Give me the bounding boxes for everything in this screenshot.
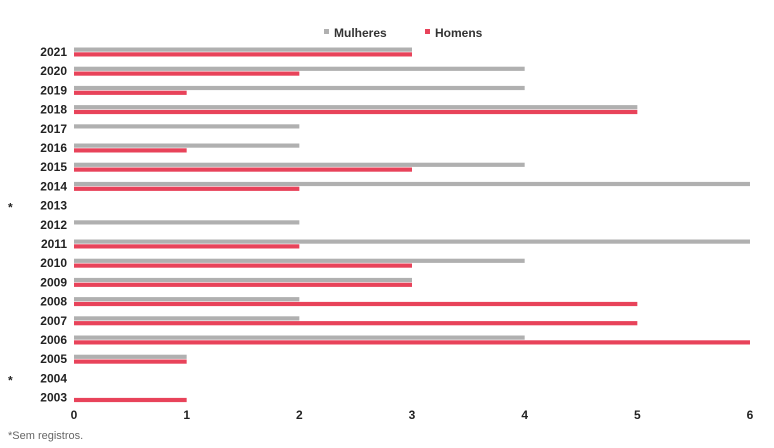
bar-mulheres-2016 bbox=[74, 143, 300, 148]
bar-mulheres-2018 bbox=[74, 105, 638, 110]
y-tick-label-2013: 2013 bbox=[40, 199, 67, 213]
legend-swatch-homens bbox=[425, 29, 430, 34]
bar-homens-2019 bbox=[74, 90, 187, 95]
bar-homens-2011 bbox=[74, 244, 300, 249]
bar-homens-2010 bbox=[74, 263, 412, 268]
bar-mulheres-2014 bbox=[74, 181, 750, 187]
x-tick-label-3: 3 bbox=[409, 408, 416, 422]
bar-mulheres-2006 bbox=[74, 335, 525, 340]
bar-mulheres-2015 bbox=[74, 162, 525, 167]
y-tick-label-2016: 2016 bbox=[40, 141, 67, 155]
y-tick-label-2006: 2006 bbox=[40, 333, 67, 347]
x-tick-label-4: 4 bbox=[521, 408, 528, 422]
legend: Mulheres Homens bbox=[324, 26, 483, 40]
x-axis-labels: 0 1 2 3 4 5 6 bbox=[71, 408, 754, 422]
bar-homens-2003 bbox=[74, 397, 187, 403]
y-tick-label-2003: 2003 bbox=[40, 391, 67, 405]
y-tick-label-2017: 2017 bbox=[40, 122, 67, 136]
y-tick-label-2005: 2005 bbox=[40, 352, 67, 366]
x-tick-label-5: 5 bbox=[634, 408, 641, 422]
bar-homens-2018 bbox=[74, 109, 638, 115]
bar-homens-2009 bbox=[74, 282, 412, 287]
y-tick-label-2004: 2004 bbox=[40, 371, 67, 385]
bar-homens-2014 bbox=[74, 186, 300, 191]
bar-homens-2008 bbox=[74, 301, 638, 307]
bar-homens-2016 bbox=[74, 148, 187, 153]
y-tick-label-2008: 2008 bbox=[40, 295, 67, 309]
y-tick-label-2009: 2009 bbox=[40, 275, 67, 289]
legend-label-mulheres: Mulheres bbox=[334, 26, 387, 40]
x-tick-label-2: 2 bbox=[296, 408, 303, 422]
y-tick-label-2020: 2020 bbox=[40, 64, 67, 78]
bar-mulheres-2012 bbox=[74, 220, 300, 225]
y-tick-label-2012: 2012 bbox=[40, 218, 67, 232]
y-tick-label-2015: 2015 bbox=[40, 160, 67, 174]
bar-mulheres-2020 bbox=[74, 66, 525, 71]
bar-mulheres-2010 bbox=[74, 258, 525, 263]
bar-homens-2020 bbox=[74, 71, 300, 76]
x-tick-label-1: 1 bbox=[183, 408, 190, 422]
bar-mulheres-2021 bbox=[74, 47, 412, 52]
legend-label-homens: Homens bbox=[435, 26, 483, 40]
y-axis-labels: 2021 2020 2019 2018 2017 2016 2015 2014 2013 * 201… bbox=[8, 45, 67, 405]
bar-homens-2015 bbox=[74, 167, 412, 172]
bar-mulheres-2005 bbox=[74, 354, 187, 359]
bar-mulheres-2009 bbox=[74, 277, 412, 283]
bar-homens-2007 bbox=[74, 321, 638, 326]
bar-homens-2021 bbox=[74, 52, 412, 57]
bar-mulheres-2008 bbox=[74, 297, 300, 302]
bar-homens-2006 bbox=[74, 340, 750, 345]
y-tick-label-2019: 2019 bbox=[40, 83, 67, 97]
y-tick-label-2014: 2014 bbox=[40, 179, 67, 193]
x-tick-label-0: 0 bbox=[71, 408, 78, 422]
y-tick-label-2011: 2011 bbox=[41, 237, 67, 251]
bar-homens-2005 bbox=[74, 359, 187, 364]
y-tick-label-2007: 2007 bbox=[40, 314, 67, 328]
footnote: *Sem registros. bbox=[8, 430, 84, 442]
x-tick-label-6: 6 bbox=[747, 408, 754, 422]
y-tick-marker-2004: * bbox=[8, 373, 13, 387]
bar-mulheres-2011 bbox=[74, 239, 750, 244]
y-tick-label-2021: 2021 bbox=[40, 45, 67, 59]
bars-group bbox=[74, 47, 750, 403]
y-tick-label-2010: 2010 bbox=[40, 256, 67, 270]
bar-mulheres-2007 bbox=[74, 316, 300, 321]
bar-mulheres-2019 bbox=[74, 85, 525, 91]
bar-mulheres-2017 bbox=[74, 124, 300, 129]
y-tick-label-2018: 2018 bbox=[40, 103, 67, 117]
y-tick-marker-2013: * bbox=[8, 201, 13, 215]
legend-swatch-mulheres bbox=[324, 29, 329, 34]
